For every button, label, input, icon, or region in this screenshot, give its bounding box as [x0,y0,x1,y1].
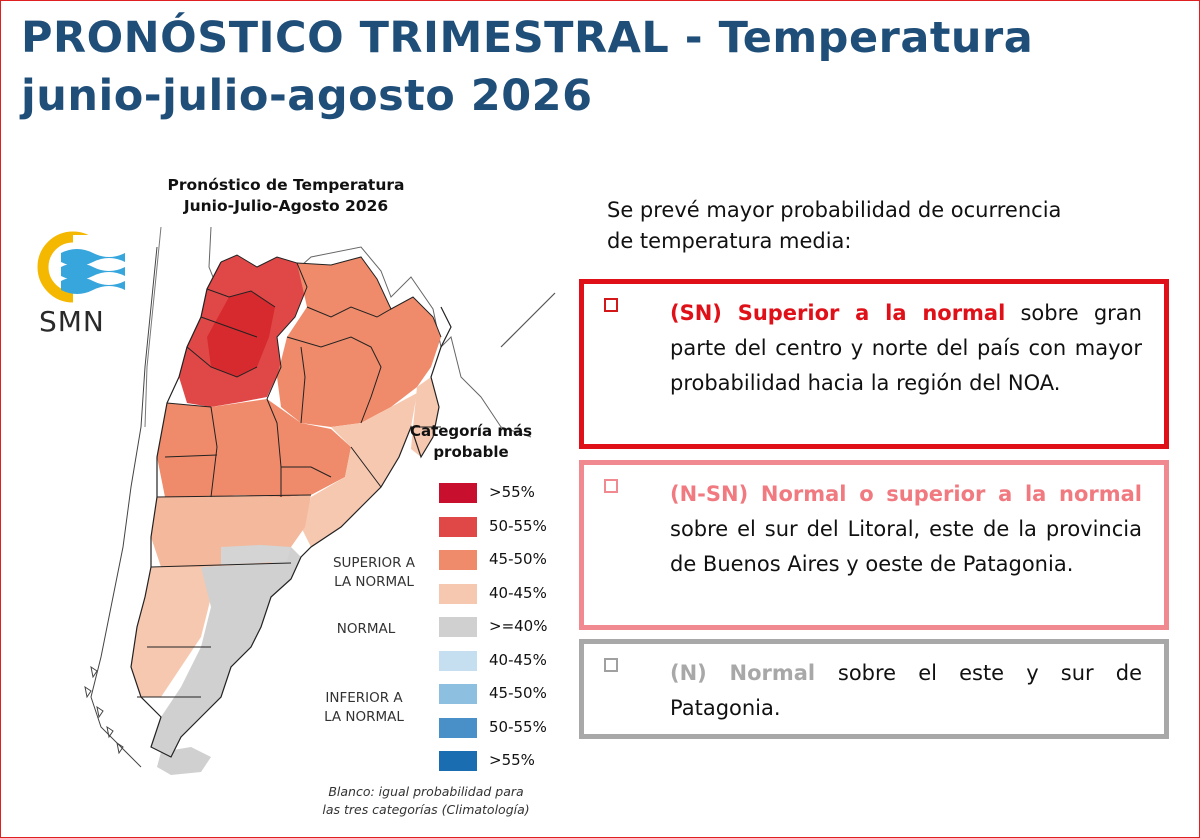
province-border [306,306,392,318]
category-label-line: SUPERIOR A [332,555,415,571]
region-central-grey [221,545,291,565]
legend-swatch [439,483,477,503]
argentina-forecast-map [84,227,556,775]
forecast-heading: (N-SN) Normal o superior a la normal [670,482,1142,506]
legend-label: >=40% [489,617,548,635]
legend-label: 45-50% [489,684,547,702]
region-east-buenos-aires [301,393,417,547]
legend-label: >55% [489,483,535,501]
forecast-body: sobre el sur del Litoral, este de la pro… [670,517,1142,576]
province-border [210,406,218,498]
legend-label: 50-55% [489,717,547,736]
province-border [281,466,332,478]
province-border [220,254,308,400]
region-patagonia-east [151,547,301,757]
forecast-heading: (SN) Superior a la normal [670,301,1006,325]
category-label-line: INFERIOR A [325,690,403,706]
region-center [157,399,351,497]
province-border [206,288,276,308]
footnote-line: Blanco: igual probabilidad para [328,784,524,799]
province-border [300,346,306,424]
category-label-superior: SUPERIOR A LA NORMAL [319,554,429,592]
province-border [156,494,312,498]
region-tierra-del-fuego [157,747,211,775]
intro-line: Se prevé mayor probabilidad de ocurrenci… [607,198,1062,222]
country-outline [130,261,452,758]
legend-label: 50-55% [489,516,547,535]
legend-label: 40-45% [489,650,547,669]
category-label-line: LA NORMAL [324,709,404,725]
province-border [150,562,292,568]
region-north-east [277,257,441,427]
footnote-line: las tres categorías (Climatología) [322,802,530,817]
legend-title: Categoría más probable [401,421,541,463]
map-footnote: Blanco: igual probabilidad para las tres… [301,783,551,819]
neighbor-border [144,227,162,428]
logo-text: SMN [39,305,105,338]
legend-swatch [439,583,477,604]
legend-label: 45-50% [489,550,547,568]
checkbox-bullet-icon [604,479,618,493]
province-border [296,256,442,338]
category-label-line: LA NORMAL [334,574,414,590]
category-label-normal: NORMAL [336,621,396,637]
checkbox-bullet-icon [604,298,618,312]
forecast-body: sobre gran parte del centro y norte del … [670,301,1142,395]
smn-logo: SMN [31,225,141,345]
checkbox-bullet-icon [604,658,618,672]
legend-swatch [439,751,477,771]
province-border [164,454,218,458]
province-border [186,346,258,378]
province-border [166,402,212,408]
category-label-inferior: INFERIOR A LA NORMAL [309,689,419,727]
forecast-text: (SN) Superior a la normal sobre gran par… [670,296,1142,401]
islands [84,665,124,755]
legend-swatch [439,617,477,637]
neighbor-border [500,292,556,348]
legend-title-line: probable [433,443,509,461]
legend-swatch [439,650,477,671]
region-mesopotamia-light [411,377,439,457]
legend-swatch [439,717,477,738]
region-patagonia-west [131,567,211,697]
forecast-box-n: (N) Normal sobre el este y sur de Patago… [579,639,1169,739]
province-border [200,316,258,338]
province-border [266,398,282,497]
legend-swatch [439,550,477,570]
page-title: PRONÓSTICO TRIMESTRAL - Temperatura [21,13,1034,63]
legend-title-line: Categoría más [409,422,533,440]
legend-swatch [439,684,477,704]
smn-sun-waves-icon [37,231,127,303]
province-border [286,336,382,424]
page-subtitle: junio-julio-agosto 2026 [21,71,593,121]
map-title-line: Junio-Julio-Agosto 2026 [183,197,389,215]
province-border [350,446,382,488]
pacific-coast [90,246,158,768]
legend-swatch [439,516,477,537]
forecast-text: (N-SN) Normal o superior a la normal sob… [670,477,1142,582]
forecast-body: sobre el este y sur de Patagonia. [670,661,1142,720]
map-title-line: Pronóstico de Temperatura [167,176,405,194]
forecast-heading: (N) Normal [670,661,838,685]
forecast-text: (N) Normal sobre el este y sur de Patago… [670,656,1142,726]
region-north-core [207,291,275,377]
legend-label: >55% [489,751,535,769]
map-title: Pronóstico de Temperatura Junio-Julio-Ag… [121,175,451,217]
forecast-intro: Se prevé mayor probabilidad de ocurrenci… [607,195,1167,257]
intro-line: de temperatura media: [607,229,852,253]
legend-label: 40-45% [489,583,547,602]
forecast-box-nsn: (N-SN) Normal o superior a la normal sob… [579,460,1169,630]
forecast-box-sn: (SN) Superior a la normal sobre gran par… [579,279,1169,449]
